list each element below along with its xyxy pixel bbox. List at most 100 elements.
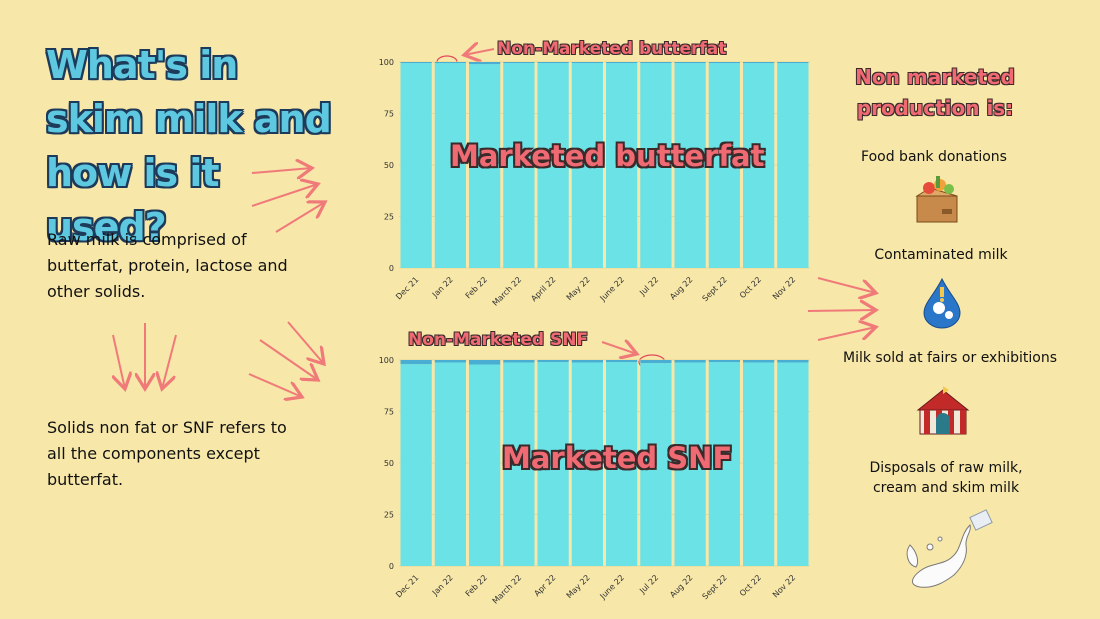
non-marketed-bar — [674, 360, 706, 363]
x-tick-label: Feb 22 — [464, 573, 489, 598]
non-marketed-bar — [606, 360, 638, 363]
y-tick-label: 100 — [379, 356, 394, 365]
x-tick-label: Jul 22 — [637, 275, 660, 298]
x-tick-label: Nov 22 — [771, 573, 797, 599]
fairs-label: Milk sold at fairs or exhibitions — [843, 350, 1057, 366]
butterfat-chart-svg: 0 25 50 75 100 Dec 21 Jan 22 Feb 22 March 22 Apri… — [379, 58, 810, 308]
non-marketed-bar — [640, 360, 672, 364]
x-tick-label: Dec 21 — [394, 573, 420, 599]
arrow-icon — [275, 202, 325, 233]
x-tick-label: Jan 22 — [430, 573, 455, 598]
arrow-icon — [248, 373, 302, 397]
arrow-icon — [464, 49, 495, 55]
x-tick-label: Aug 22 — [668, 573, 694, 599]
arrow-icon — [162, 334, 177, 389]
y-tick-label: 0 — [389, 562, 394, 571]
x-tick-label: June 22 — [598, 275, 626, 303]
arrow-icon — [113, 334, 125, 389]
y-tick-label: 100 — [379, 58, 394, 67]
non-marketed-bar — [400, 360, 432, 365]
non-marketed-butterfat-callout: Non-Marketed butterfat — [497, 39, 727, 59]
arrow-icon — [251, 184, 318, 207]
x-tick-label: Aug 22 — [668, 275, 694, 301]
y-tick-label: 50 — [384, 161, 394, 170]
marketed-bar — [606, 63, 638, 268]
y-tick-label: 25 — [384, 213, 394, 222]
snf-chart-svg: 0 25 50 75 100 Dec 21 Jan 22 Feb 22 March 22 Apr … — [379, 356, 810, 606]
snf-chart: 0 25 50 75 100 Dec 21 Jan 22 Feb 22 March 22 Apr … — [360, 338, 820, 618]
non-marketed-bar — [708, 360, 740, 363]
non-marketed-bar — [571, 62, 603, 64]
food-bank-label: Food bank donations — [861, 149, 1007, 165]
non-marketed-bar — [777, 360, 809, 363]
x-tick-label: June 22 — [598, 573, 626, 601]
marketed-bar — [434, 63, 466, 268]
marketed-butterfat-label: Marketed butterfat — [450, 139, 765, 173]
marketed-bar — [400, 364, 432, 566]
marketed-bar — [571, 63, 603, 268]
y-tick-label: 75 — [384, 408, 394, 417]
marketed-bar — [400, 63, 432, 268]
page-title: What's in skim milk and how is it used? — [46, 43, 332, 249]
butterfat-description: Raw milk is comprised of butterfat, prot… — [47, 230, 288, 301]
disposals-label: Disposals of raw milk, cream and skim mi… — [869, 460, 1023, 496]
x-tick-label: Oct 22 — [738, 275, 763, 300]
fair-tent-icon — [916, 386, 970, 435]
non-marketed-bar — [708, 62, 740, 64]
x-tick-label: Jan 22 — [430, 275, 455, 300]
non-marketed-bar — [434, 360, 466, 363]
marketed-bar — [571, 362, 603, 566]
marketed-bar — [606, 362, 638, 566]
marketed-bar — [777, 63, 809, 268]
x-tick-label: Apr 22 — [532, 573, 557, 598]
butterfat-chart: 0 25 50 75 100 Dec 21 Jan 22 Feb 22 March 22 Apri… — [360, 40, 820, 320]
x-tick-label: May 22 — [565, 275, 592, 302]
milk-splash-icon — [906, 509, 993, 588]
marketed-bar — [503, 362, 535, 566]
marketed-bar — [674, 362, 706, 566]
non-marketed-snf-callout: Non-Marketed SNF — [408, 330, 589, 350]
x-tick-label: Jul 22 — [637, 573, 660, 596]
non-marketed-bar — [537, 360, 569, 363]
marketed-bar — [469, 364, 501, 566]
marketed-bar — [708, 63, 740, 268]
marketed-bar — [469, 64, 501, 268]
x-tick-label: March 22 — [491, 275, 524, 308]
arrow-icon — [601, 342, 637, 354]
x-tick-label: March 22 — [491, 573, 524, 606]
marketed-bar — [537, 362, 569, 566]
marketed-bar — [640, 63, 672, 268]
non-marketed-heading: Non marketed production is: — [855, 65, 1015, 120]
marketed-bar — [777, 362, 809, 566]
non-marketed-bar — [640, 62, 672, 64]
non-marketed-bar — [777, 62, 809, 64]
contaminated-milk-label: Contaminated milk — [874, 247, 1008, 263]
marketed-bar — [708, 362, 740, 566]
x-tick-label: April 22 — [529, 275, 557, 303]
non-marketed-bar — [571, 360, 603, 363]
arrow-icon — [807, 310, 876, 311]
non-marketed-bar — [503, 360, 535, 363]
y-tick-label: 50 — [384, 459, 394, 468]
non-marketed-bar — [469, 360, 501, 365]
x-tick-label: Sept 22 — [701, 573, 729, 601]
arrow-icon — [817, 277, 876, 293]
y-tick-label: 25 — [384, 511, 394, 520]
non-marketed-bar — [743, 360, 775, 363]
non-marketed-bar — [606, 62, 638, 64]
non-marketed-bar — [469, 62, 501, 65]
marketed-bar — [743, 63, 775, 268]
arrow-icon — [259, 339, 318, 380]
marketed-bar — [743, 362, 775, 566]
arrow-icon — [287, 321, 324, 364]
arrow-icon — [251, 168, 312, 173]
y-tick-label: 0 — [389, 264, 394, 273]
x-tick-label: Feb 22 — [464, 275, 489, 300]
x-tick-label: Sept 22 — [701, 275, 729, 303]
non-marketed-bar — [674, 62, 706, 64]
food-box-icon — [915, 176, 958, 223]
x-tick-label: Nov 22 — [771, 275, 797, 301]
marketed-bar — [640, 363, 672, 566]
non-marketed-bar — [503, 62, 535, 64]
marketed-bar — [674, 63, 706, 268]
